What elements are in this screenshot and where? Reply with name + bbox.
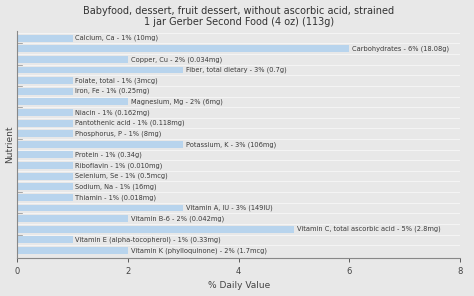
Text: Protein - 1% (0.34g): Protein - 1% (0.34g): [75, 152, 142, 158]
Text: Calcium, Ca - 1% (10mg): Calcium, Ca - 1% (10mg): [75, 35, 159, 41]
Text: Pantothenic acid - 1% (0.118mg): Pantothenic acid - 1% (0.118mg): [75, 120, 185, 126]
X-axis label: % Daily Value: % Daily Value: [208, 281, 270, 290]
Bar: [18, 226, 294, 233]
Bar: [18, 45, 349, 52]
Text: Vitamin E (alpha-tocopherol) - 1% (0.33mg): Vitamin E (alpha-tocopherol) - 1% (0.33m…: [75, 237, 221, 243]
Bar: [18, 35, 73, 42]
Text: Sodium, Na - 1% (16mg): Sodium, Na - 1% (16mg): [75, 184, 157, 190]
Text: Riboflavin - 1% (0.010mg): Riboflavin - 1% (0.010mg): [75, 162, 163, 169]
Bar: [18, 109, 73, 116]
Bar: [18, 247, 128, 254]
Text: Thiamin - 1% (0.018mg): Thiamin - 1% (0.018mg): [75, 194, 156, 201]
Bar: [18, 162, 73, 169]
Bar: [18, 141, 183, 148]
Bar: [18, 77, 73, 84]
Text: Carbohydrates - 6% (18.08g): Carbohydrates - 6% (18.08g): [352, 46, 449, 52]
Bar: [18, 88, 73, 95]
Text: Vitamin C, total ascorbic acid - 5% (2.8mg): Vitamin C, total ascorbic acid - 5% (2.8…: [297, 226, 441, 232]
Bar: [18, 130, 73, 137]
Text: Niacin - 1% (0.162mg): Niacin - 1% (0.162mg): [75, 109, 150, 116]
Text: Potassium, K - 3% (106mg): Potassium, K - 3% (106mg): [186, 141, 276, 147]
Bar: [18, 215, 128, 222]
Bar: [18, 56, 128, 63]
Bar: [18, 173, 73, 180]
Bar: [18, 98, 128, 105]
Text: Iron, Fe - 1% (0.25mg): Iron, Fe - 1% (0.25mg): [75, 88, 150, 94]
Text: Phosphorus, P - 1% (8mg): Phosphorus, P - 1% (8mg): [75, 131, 162, 137]
Text: Fiber, total dietary - 3% (0.7g): Fiber, total dietary - 3% (0.7g): [186, 67, 287, 73]
Bar: [18, 67, 183, 73]
Bar: [18, 205, 183, 211]
Text: Copper, Cu - 2% (0.034mg): Copper, Cu - 2% (0.034mg): [131, 56, 222, 63]
Text: Selenium, Se - 1% (0.5mcg): Selenium, Se - 1% (0.5mcg): [75, 173, 168, 179]
Text: Vitamin A, IU - 3% (149IU): Vitamin A, IU - 3% (149IU): [186, 205, 273, 211]
Text: Magnesium, Mg - 2% (6mg): Magnesium, Mg - 2% (6mg): [131, 99, 223, 105]
Text: Vitamin B-6 - 2% (0.042mg): Vitamin B-6 - 2% (0.042mg): [131, 215, 224, 222]
Bar: [18, 152, 73, 158]
Bar: [18, 237, 73, 243]
Text: Vitamin K (phylloquinone) - 2% (1.7mcg): Vitamin K (phylloquinone) - 2% (1.7mcg): [131, 247, 267, 254]
Text: Folate, total - 1% (3mcg): Folate, total - 1% (3mcg): [75, 77, 158, 84]
Bar: [18, 194, 73, 201]
Y-axis label: Nutrient: Nutrient: [6, 126, 15, 163]
Bar: [18, 120, 73, 126]
Title: Babyfood, dessert, fruit dessert, without ascorbic acid, strained
1 jar Gerber S: Babyfood, dessert, fruit dessert, withou…: [83, 6, 394, 27]
Bar: [18, 183, 73, 190]
